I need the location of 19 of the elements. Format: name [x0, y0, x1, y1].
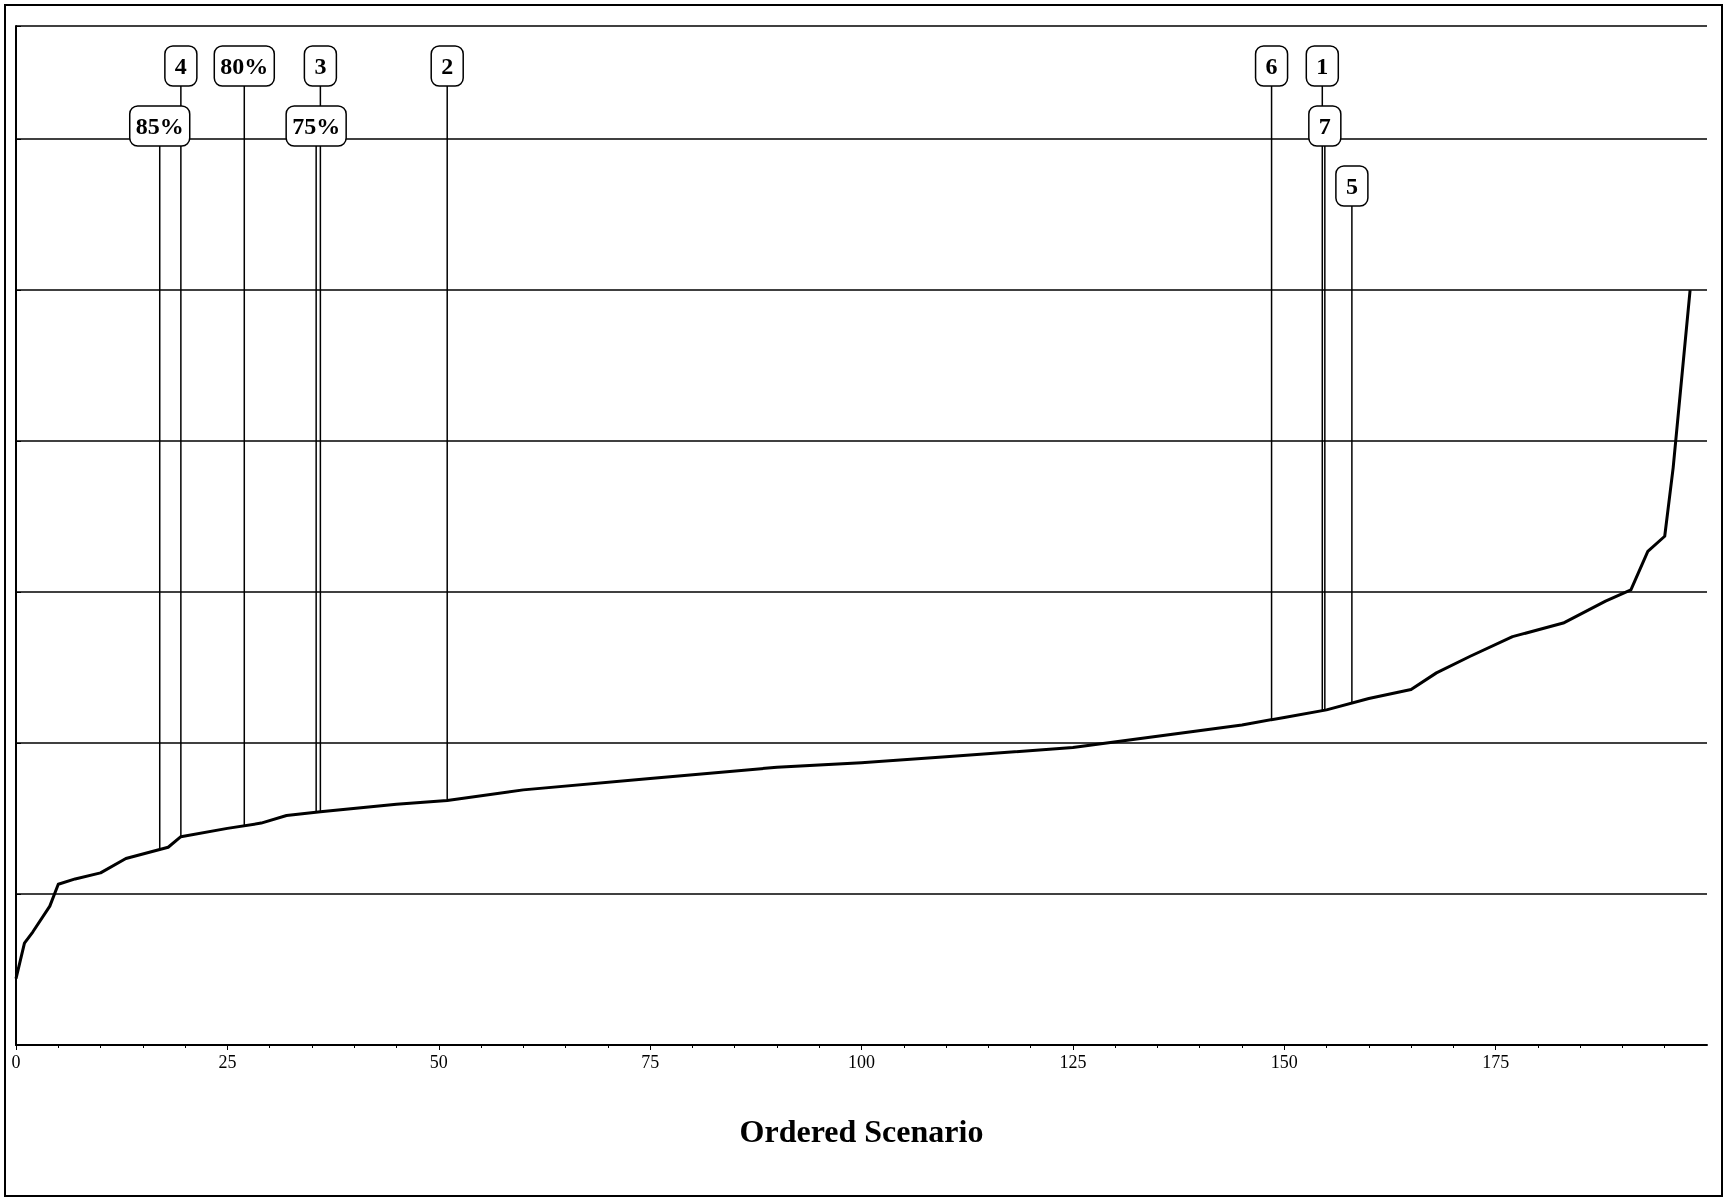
annotation: 4 — [174, 53, 187, 79]
annotation: 5 — [1345, 173, 1358, 199]
x-tick-label: 175 — [1482, 1052, 1510, 1072]
x-tick-label: 125 — [1059, 1052, 1087, 1072]
annotation: 80% — [220, 53, 269, 79]
x-tick-label: 50 — [429, 1052, 448, 1072]
x-tick-label: 75 — [641, 1052, 660, 1072]
annotation: 3 — [314, 53, 327, 79]
x-tick-label: 25 — [218, 1052, 237, 1072]
annotation: 6 — [1265, 53, 1278, 79]
x-axis-title: Ordered Scenario — [739, 1113, 984, 1149]
x-tick-label: 100 — [848, 1052, 875, 1072]
annotation: 7 — [1318, 113, 1331, 139]
x-tick-label: 150 — [1270, 1052, 1298, 1072]
annotation: 2 — [441, 53, 454, 79]
annotation: 1 — [1316, 53, 1329, 79]
annotation: 85% — [135, 113, 184, 139]
x-tick-label: 0 — [11, 1052, 21, 1072]
annotation: 75% — [292, 113, 341, 139]
